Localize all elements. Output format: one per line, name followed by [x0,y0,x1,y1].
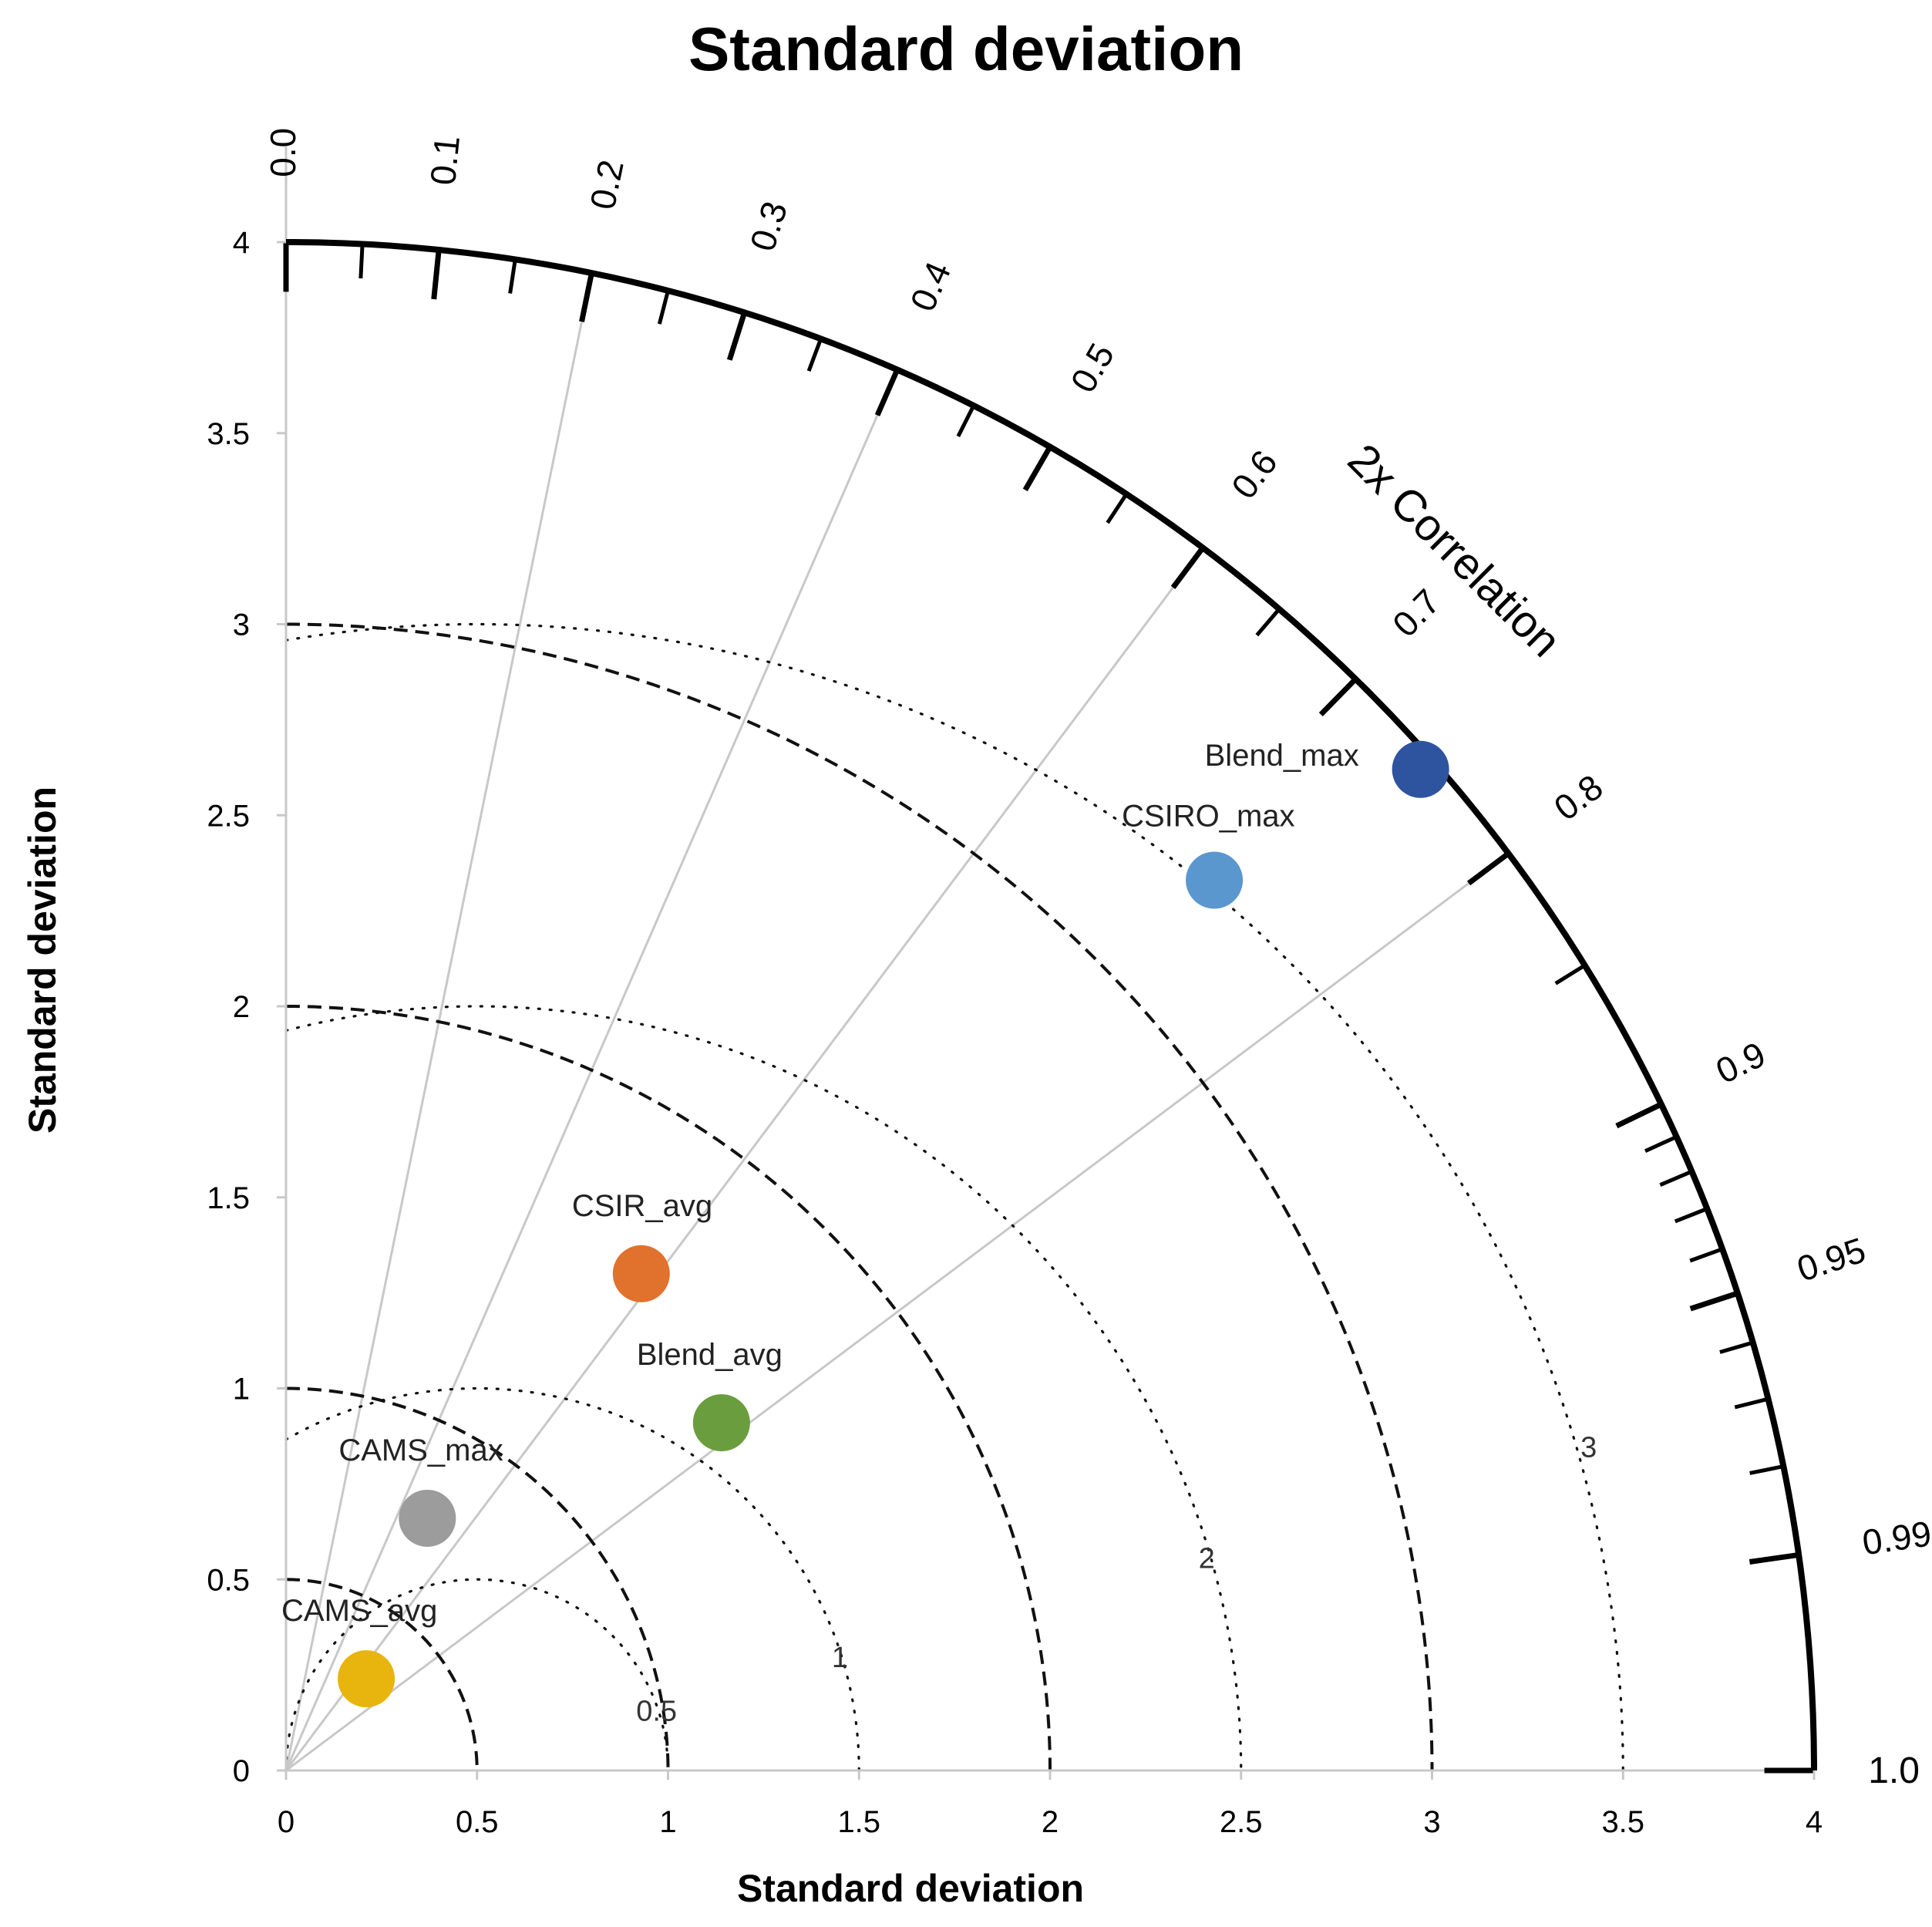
y-tick-1: 1 [233,1373,250,1407]
rmsd-arc-0.5 [284,1578,670,1772]
x-tick-3.5: 3.5 [1601,1805,1644,1839]
rmsd-label-1: 1 [832,1642,848,1674]
point-Blend_avg [692,1394,750,1452]
correlation-line-0.8 [285,852,1510,1772]
corr-label-1.0: 1.0 [1868,1750,1920,1791]
y-tick-0.5: 0.5 [207,1563,250,1597]
corr-label-0.95: 0.95 [1792,1230,1870,1289]
corr-label-0.0: 0.0 [263,128,303,177]
y-tick-4: 4 [233,226,250,260]
minor-tick-0.91 [1644,1134,1678,1154]
point-CAMS_avg [338,1650,395,1708]
point-label-CAMS_avg: CAMS_avg [281,1594,437,1628]
grid-layer [284,272,1510,1772]
corr-label-0.99: 0.99 [1860,1513,1932,1562]
y-tick-2.5: 2.5 [207,799,250,833]
corr-label-0.2: 0.2 [582,157,631,213]
point-label-Blend_avg: Blend_avg [637,1338,783,1372]
point-CSIRO_max [1186,851,1244,909]
y-tick-1.5: 1.5 [207,1181,250,1215]
rmsd-arc-2 [284,1005,1243,1772]
axes-layer [277,147,1817,1780]
point-Blend_max [1392,740,1449,798]
minor-tick-0.25 [657,290,670,325]
x-tick-2: 2 [1042,1805,1059,1839]
x-tick-0: 0 [278,1805,295,1839]
correlation-arc [285,239,1817,1771]
minor-tick-0.98 [1749,1464,1784,1475]
minor-tick-0.05 [358,244,365,279]
corr-label-0.6: 0.6 [1223,443,1285,506]
corr-label-0.5: 0.5 [1062,336,1122,399]
x-tick-1: 1 [659,1805,676,1839]
rmsd-label-2: 2 [1199,1542,1215,1575]
point-label-CSIRO_max: CSIRO_max [1122,799,1295,833]
x-tick-2.5: 2.5 [1220,1805,1263,1839]
minor-tick-0.55 [1106,493,1129,524]
x-tick-0.5: 0.5 [456,1805,499,1839]
major-tick-0.9 [1615,1101,1663,1129]
chart-title: Standard deviation [688,15,1244,83]
std-arc-2 [285,1005,1052,1771]
major-tick-0.4 [874,369,900,416]
minor-tick-0.45 [956,404,976,437]
minor-tick-0.93 [1674,1207,1708,1224]
corr-label-0.9: 0.9 [1710,1034,1772,1092]
y-tick-2: 2 [233,990,250,1024]
corr-label-0.7: 0.7 [1385,581,1448,645]
minor-tick-0.92 [1659,1169,1693,1187]
y-tick-0: 0 [233,1754,250,1788]
labels-layer: 0.5 1 2 3 0.0 0.1 0.2 0.3 0.4 0.5 0.6 0.7 0.8 0.9 0.95… [207,128,1932,1839]
std-arc-3 [285,622,1434,1771]
x-tick-3: 3 [1423,1805,1440,1839]
x-tick-1.5: 1.5 [837,1805,880,1839]
corr-label-0.1: 0.1 [422,134,467,187]
rmsd-label-3: 3 [1580,1432,1597,1464]
point-CAMS_max [399,1489,456,1547]
y-tick-3: 3 [233,608,250,642]
corr-label-0.8: 0.8 [1547,766,1610,828]
major-tick-0.1 [431,249,442,300]
correlation-line-0.6 [284,547,1204,1771]
correlation-arc-title: 2x Correlation [1338,434,1570,666]
major-tick-0.6 [1170,546,1205,590]
major-tick-0.3 [726,312,747,361]
minor-tick-0.97 [1734,1396,1769,1410]
major-tick-0.5 [1022,445,1053,492]
minor-tick-0.94 [1689,1247,1723,1263]
major-tick-0.8 [1466,851,1510,886]
std-arc-0.5 [285,1578,479,1771]
major-tick-0.99 [1749,1551,1799,1565]
minor-tick-0.65 [1255,608,1281,637]
point-label-Blend_max: Blend_max [1205,739,1359,773]
point-label-CAMS_max: CAMS_max [338,1433,503,1467]
x-tick-4: 4 [1806,1805,1823,1839]
corr-label-0.3: 0.3 [742,197,795,256]
major-tick-0.2 [579,272,594,322]
minor-tick-0.35 [806,338,823,372]
x-axis-label: Standard deviation [736,1867,1085,1910]
point-label-CSIR_avg: CSIR_avg [572,1189,712,1223]
minor-tick-0.15 [508,259,517,294]
minor-tick-0.85 [1554,963,1587,985]
y-tick-3.5: 3.5 [207,417,250,451]
major-tick-0.95 [1689,1290,1738,1312]
point-CSIR_avg [612,1245,670,1302]
major-tick-0.7 [1318,677,1358,717]
rmsd-label-0.5: 0.5 [636,1696,677,1728]
marks-layer [338,740,1449,1708]
minor-tick-0.96 [1719,1340,1754,1354]
std-arc-1 [285,1386,670,1771]
corr-label-0.4: 0.4 [902,256,958,317]
